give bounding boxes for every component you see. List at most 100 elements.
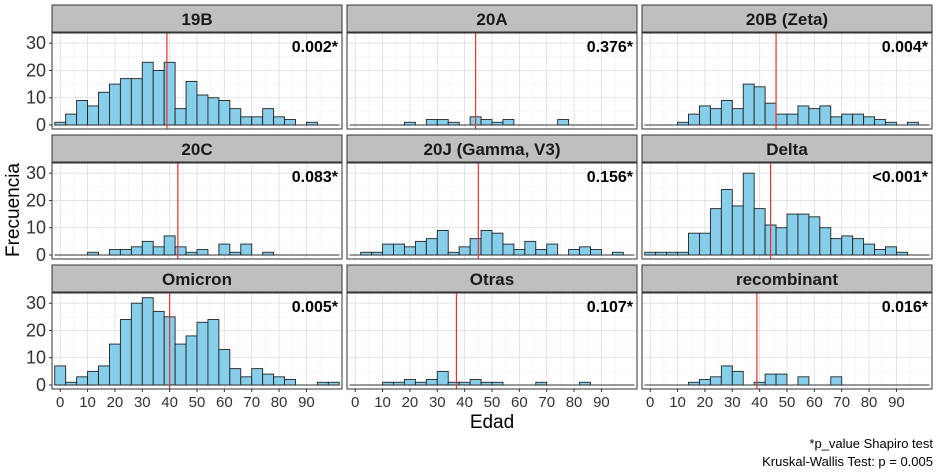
facet-label: 20J (Gamma, V3) [423, 140, 560, 159]
histogram-bar [87, 370, 99, 386]
x-tick-label: 60 [511, 394, 528, 411]
histogram-bar [764, 102, 777, 126]
histogram-bar [906, 121, 919, 126]
histogram-bar [699, 105, 711, 126]
histogram-bar [425, 379, 438, 386]
p-value-label: 0.002* [292, 39, 339, 56]
panel-recombinant: recombinant 0.016* 0 10 20 30 40 50 60 70 80 90 [641, 264, 933, 411]
histogram-bar [141, 240, 154, 256]
histogram-bar [731, 205, 744, 256]
x-tick-label: 40 [456, 394, 473, 411]
facet-label: Omicron [162, 270, 232, 289]
histogram-bar [841, 113, 854, 126]
histogram-bar [524, 240, 537, 256]
y-tick-label: 0 [36, 115, 46, 135]
histogram-bar [119, 249, 132, 256]
histogram-bar [251, 368, 264, 386]
histogram-bar [207, 319, 220, 386]
facet-strip [51, 264, 343, 293]
histogram-bar [251, 116, 264, 126]
facet-strip [641, 264, 933, 293]
panel-omicron: Omicron 0.005* 0 10 20 30 0 10 20 30 40 50 60 70 80 90 [26, 264, 343, 411]
histogram-bar [742, 172, 755, 256]
facet-label: Delta [766, 140, 808, 159]
histogram-bar [677, 121, 689, 126]
x-tick-label: 30 [134, 394, 151, 411]
histogram-bar [797, 376, 810, 386]
x-tick-label: 0 [351, 394, 359, 411]
histogram-bar [218, 243, 231, 256]
x-tick-label: 90 [888, 394, 905, 411]
histogram-bar [185, 251, 198, 256]
facet-strip [346, 4, 638, 33]
histogram-bar [797, 105, 810, 126]
histogram-bar [240, 116, 253, 126]
histogram-bar [436, 119, 449, 126]
y-tick-label: 20 [26, 320, 46, 340]
histogram-bar [119, 78, 132, 126]
histogram-bar [720, 189, 733, 256]
x-tick-label: 50 [484, 394, 501, 411]
histogram-bar [786, 113, 799, 126]
panel-20a: 20A 0.376* [346, 4, 638, 130]
histogram-bar [644, 251, 657, 256]
histogram-bar [229, 368, 242, 386]
histogram-bar [491, 121, 504, 126]
histogram-bar [371, 251, 384, 256]
histogram-bar [535, 381, 548, 386]
histogram-bar [87, 105, 99, 126]
histogram-bar [109, 249, 121, 256]
histogram-bar [895, 251, 908, 256]
p-value-label: 0.156* [587, 169, 634, 186]
histogram-bar [469, 238, 482, 256]
histogram-bar [152, 70, 165, 126]
histogram-bar [174, 108, 187, 126]
histogram-bar [699, 379, 711, 386]
p-value-label: 0.083* [292, 169, 339, 186]
histogram-bar [655, 251, 668, 256]
histogram-bar [152, 310, 165, 386]
y-tick-label: 10 [26, 218, 46, 238]
histogram-bar [130, 302, 143, 386]
panel-border [51, 162, 343, 260]
x-tick-label: 90 [298, 394, 315, 411]
histogram-bar [709, 108, 722, 126]
histogram-bar [414, 381, 427, 386]
x-tick-label: 60 [216, 394, 233, 411]
x-tick-label: 40 [161, 394, 178, 411]
histogram-bar [185, 80, 198, 126]
histogram-bar [720, 365, 733, 386]
histogram-bar [579, 381, 591, 386]
histogram-bar [240, 376, 253, 386]
histogram-bar [666, 251, 679, 256]
histogram-bar [382, 381, 394, 386]
histogram-bar [720, 100, 733, 126]
histogram-bar [830, 376, 843, 386]
histogram-bar [819, 227, 832, 256]
histogram-bar [885, 121, 897, 126]
histogram-bar [119, 319, 132, 386]
histogram-bar [141, 61, 154, 126]
facet-strip [346, 134, 638, 163]
histogram-bar [841, 235, 854, 256]
histogram-bar [414, 240, 427, 256]
x-tick-label: 0 [646, 394, 654, 411]
histogram-bar [611, 251, 624, 256]
y-tick-label: 10 [26, 348, 46, 368]
histogram-bar [557, 119, 570, 126]
histogram-bar [425, 119, 438, 126]
kruskal-wallis-note: Kruskal-Wallis Test: p = 0.005 [762, 454, 933, 469]
y-tick-label: 0 [36, 375, 46, 395]
y-tick-label: 20 [26, 60, 46, 80]
panel-delta: Delta <0.001* [641, 134, 933, 260]
facet-strip [51, 134, 343, 163]
histogram-bar [863, 116, 875, 126]
facet-label: 20B (Zeta) [746, 10, 828, 29]
p-value-label: 0.004* [882, 39, 929, 56]
histogram-bar [404, 379, 416, 386]
histogram-bar [425, 238, 438, 256]
histogram-bar [229, 108, 242, 126]
histogram-bar [273, 376, 285, 386]
histogram-bar [229, 251, 242, 256]
histogram-bar [382, 243, 394, 256]
